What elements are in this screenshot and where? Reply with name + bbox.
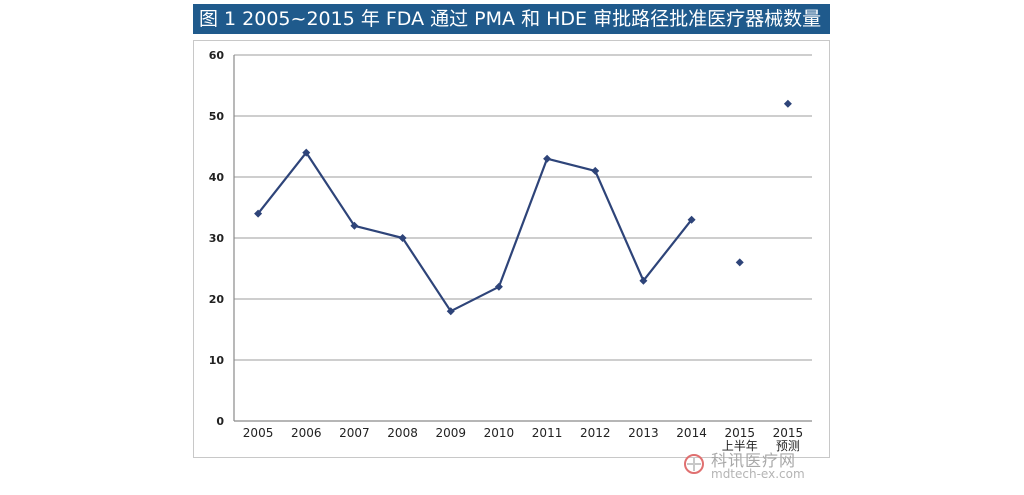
data-point-2013	[639, 276, 648, 285]
chart-frame: 0 10 20 30 40 50 60 2005 2006 2007 2008 2009 2010 20…	[193, 40, 830, 481]
data-point-2015 预测	[783, 99, 792, 108]
series-markers	[254, 99, 792, 316]
axes	[233, 55, 812, 422]
data-point-2010	[494, 282, 503, 291]
x-tick-label-4-0: 2009	[435, 426, 466, 440]
x-tick-label-2-0: 2007	[339, 426, 370, 440]
x-tick-label-11-0: 2015	[773, 426, 804, 440]
y-tick-label-0: 0	[216, 415, 224, 428]
x-tick-labels: 2005 2006 2007 2008 2009 2010 2011 2012 2013 2014…	[243, 426, 803, 453]
x-tick-label-0-0: 2005	[243, 426, 274, 440]
data-point-2008	[398, 234, 407, 242]
series-line	[257, 151, 693, 313]
y-tick-label-50: 50	[209, 110, 225, 123]
grid-lines	[234, 54, 812, 361]
y-tick-label-40: 40	[209, 171, 225, 184]
y-tick-label-30: 30	[209, 232, 225, 245]
data-point-2011	[543, 154, 552, 163]
watermark: 科讯医疗网 mdtech-ex.com	[677, 445, 827, 495]
x-tick-label-7-0: 2012	[580, 426, 611, 440]
x-tick-label-3-0: 2008	[387, 426, 418, 440]
data-point-2005	[254, 209, 263, 218]
data-point-2009	[446, 307, 455, 316]
x-tick-label-10-0: 2015	[724, 426, 755, 440]
watermark-logo-icon	[684, 454, 704, 474]
data-point-2006	[302, 148, 311, 157]
y-tick-label-10: 10	[209, 354, 225, 367]
series-0-line	[257, 151, 693, 313]
data-point-2012	[591, 166, 600, 175]
data-point-2014	[687, 215, 696, 224]
x-tick-label-10-1: 上半年	[722, 439, 758, 453]
x-tick-label-8-0: 2013	[628, 426, 659, 440]
x-tick-label-1-0: 2006	[291, 426, 322, 440]
x-tick-label-9-0: 2014	[676, 426, 707, 440]
chart-title: 图 1 2005~2015 年 FDA 通过 PMA 和 HDE 审批路径批准医…	[193, 4, 830, 34]
watermark-url: mdtech-ex.com	[711, 467, 805, 481]
data-point-2015 上半年	[735, 258, 744, 267]
y-tick-label-60: 60	[209, 49, 225, 62]
data-point-2007	[350, 221, 359, 230]
x-tick-label-11-1: 预测	[776, 439, 800, 453]
y-tick-label-20: 20	[209, 293, 225, 306]
x-tick-label-6-0: 2011	[532, 426, 563, 440]
y-tick-labels: 0 10 20 30 40 50 60	[209, 49, 225, 428]
chart-figure: 图 1 2005~2015 年 FDA 通过 PMA 和 HDE 审批路径批准医…	[193, 4, 830, 481]
x-tick-label-5-0: 2010	[484, 426, 515, 440]
